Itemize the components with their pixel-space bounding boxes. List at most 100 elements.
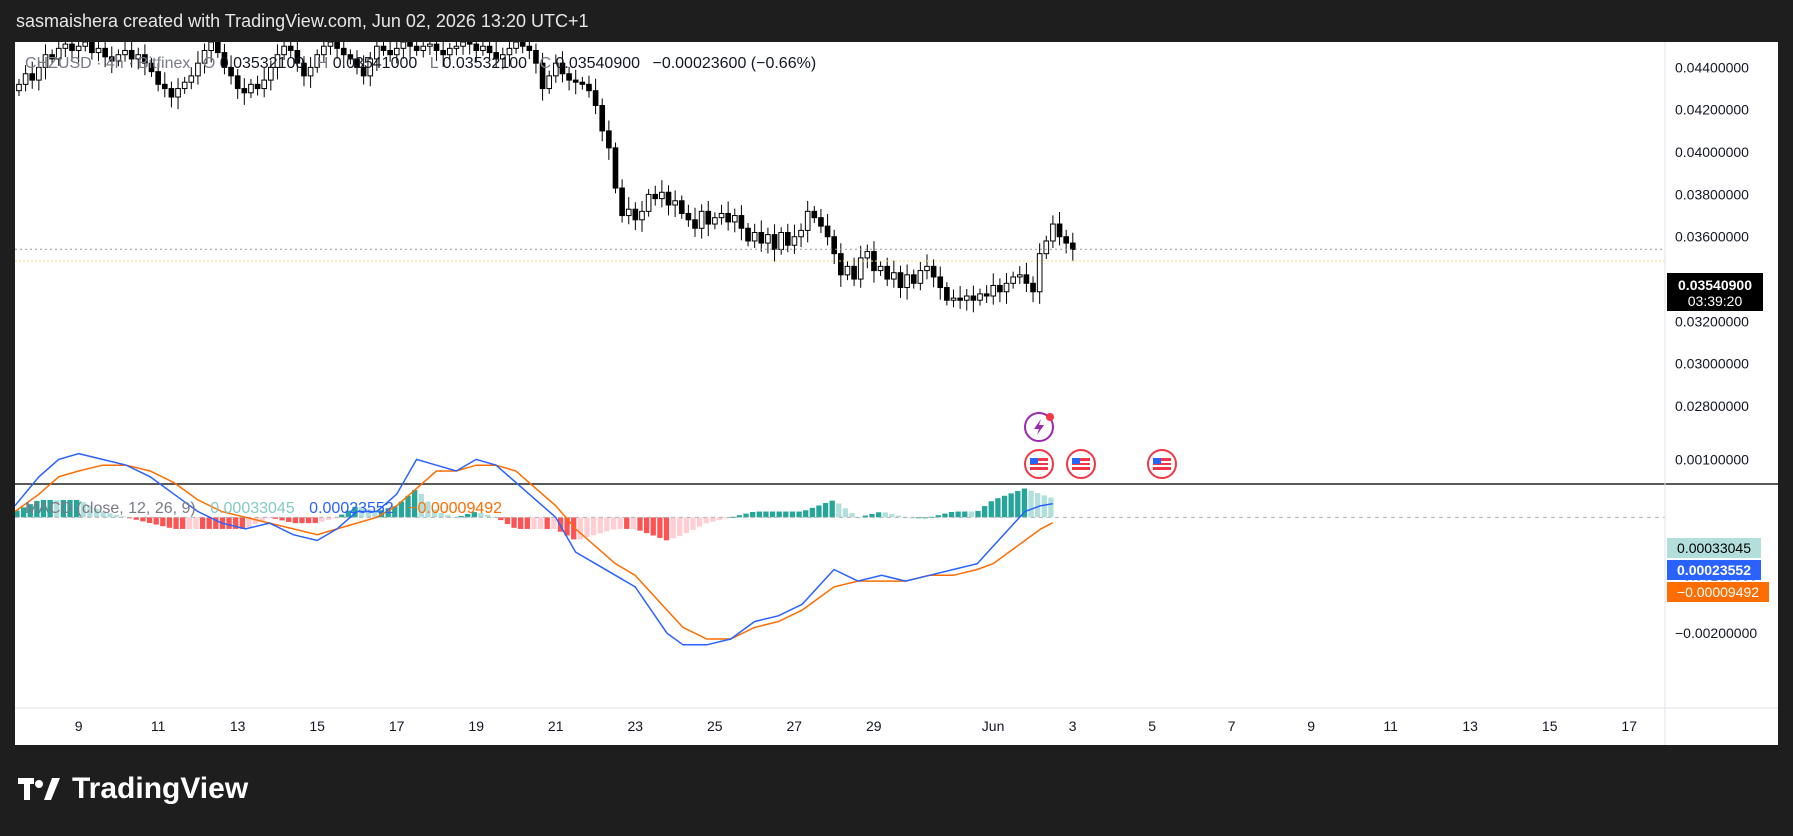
- time-tick-label: 29: [866, 718, 882, 734]
- us-flag-icon[interactable]: [1066, 449, 1096, 479]
- histogram-bar: [445, 514, 451, 518]
- histogram-bar: [471, 512, 477, 518]
- candle: [480, 40, 486, 56]
- candle-body: [884, 265, 891, 280]
- candle-body: [294, 49, 301, 64]
- candle: [619, 179, 625, 223]
- histogram-bar: [988, 501, 994, 518]
- candle-body: [181, 81, 188, 90]
- tradingview-logo-icon: [18, 778, 60, 800]
- candle-body: [321, 45, 327, 56]
- histogram-bar: [915, 517, 922, 519]
- candle: [321, 37, 327, 62]
- candle: [765, 227, 771, 254]
- header-bar: sasmaishera created with TradingView.com…: [0, 0, 1793, 42]
- candle-body: [334, 41, 340, 49]
- candle-body: [539, 62, 546, 90]
- histogram-bar: [279, 517, 285, 521]
- candle-body: [314, 54, 321, 68]
- candle-body: [188, 75, 195, 83]
- candle-body: [254, 83, 261, 90]
- histogram-bar: [153, 517, 159, 525]
- candle: [513, 36, 519, 54]
- histogram-bar: [27, 504, 33, 518]
- candle: [248, 79, 254, 99]
- candle: [201, 43, 208, 74]
- candle: [818, 209, 824, 234]
- time-axis[interactable]: 9 11 13 15 17 19 21 23 25 27 29 Jun 3 5 7 9 11 13 15 17: [75, 718, 1637, 734]
- candle: [108, 46, 115, 74]
- histogram-bar: [504, 517, 511, 524]
- histogram-bar: [789, 511, 796, 518]
- candle: [957, 286, 963, 309]
- candle-body: [599, 105, 606, 132]
- candle: [188, 67, 195, 90]
- histogram-bar: [584, 517, 590, 538]
- candle-body: [1050, 223, 1056, 242]
- histogram-bar: [637, 517, 643, 531]
- candle: [592, 78, 599, 115]
- histogram-bar: [736, 515, 743, 518]
- candle: [685, 204, 692, 227]
- candle-body: [234, 75, 241, 90]
- candle-body: [930, 265, 937, 278]
- candle: [831, 229, 838, 265]
- event-flash-icon[interactable]: [1024, 412, 1054, 442]
- histogram-bar: [776, 511, 782, 518]
- histogram-bar: [875, 512, 882, 518]
- candle: [195, 51, 201, 85]
- candle-body: [327, 41, 334, 47]
- chart-svg[interactable]: CHZUSD · 4h · Bitfinex O 0.03532100 H 0.…: [14, 29, 1778, 745]
- candle: [387, 41, 393, 62]
- histogram-bar: [995, 498, 1001, 518]
- histogram-bar: [259, 517, 265, 521]
- candle-body: [712, 217, 718, 225]
- candle-body: [466, 41, 473, 45]
- histogram-bar: [935, 515, 941, 518]
- candle-body: [16, 83, 22, 92]
- candle-body: [970, 295, 977, 301]
- histogram-bar: [458, 515, 464, 518]
- us-flag-icon[interactable]: [1147, 449, 1177, 479]
- macd-line: [14, 452, 1053, 646]
- candle-body: [857, 257, 864, 280]
- candle: [29, 61, 36, 89]
- candle-body: [499, 54, 506, 60]
- candle: [122, 41, 128, 62]
- candle-body: [161, 83, 168, 90]
- candle-body: [380, 45, 387, 51]
- candle: [632, 202, 639, 231]
- candle: [22, 65, 29, 92]
- candle-body: [340, 47, 347, 56]
- candle: [135, 47, 142, 70]
- histogram-bar: [928, 516, 935, 518]
- candle-body: [168, 88, 175, 98]
- time-tick-label: 5: [1148, 718, 1156, 734]
- us-flag-icon[interactable]: [1024, 449, 1054, 479]
- histogram-bar: [478, 512, 484, 518]
- candle: [983, 285, 990, 303]
- histogram-bar: [405, 495, 411, 518]
- brand-logo[interactable]: TradingView: [18, 772, 248, 806]
- candle-body: [738, 215, 745, 229]
- histogram-bar: [484, 514, 491, 518]
- candle: [963, 289, 970, 311]
- candle-body: [420, 45, 427, 51]
- candle: [69, 37, 75, 61]
- candle: [36, 60, 42, 91]
- candle: [380, 40, 387, 56]
- chart-frame[interactable]: CHZUSD · 4h · Bitfinex O 0.03532100 H 0.…: [14, 29, 1778, 745]
- histogram-bar: [345, 510, 352, 518]
- histogram-bar: [1015, 490, 1021, 518]
- histogram-bar: [352, 506, 358, 518]
- candle: [625, 197, 632, 225]
- histogram-bar: [305, 517, 312, 524]
- candle-body: [725, 212, 731, 223]
- candle-body: [347, 54, 354, 60]
- candle: [1016, 266, 1023, 284]
- candle: [1003, 272, 1010, 304]
- bar-countdown: 03:39:20: [1688, 293, 1743, 309]
- candle-body: [155, 71, 161, 85]
- histogram-bar: [531, 517, 537, 529]
- histogram-bar: [1041, 495, 1047, 518]
